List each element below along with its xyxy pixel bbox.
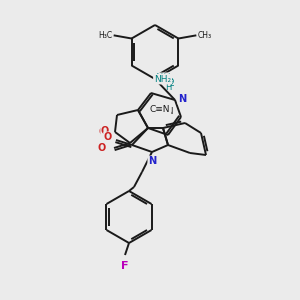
- Text: O: O: [101, 126, 109, 136]
- Text: NH₂: NH₂: [154, 74, 171, 83]
- Text: C≡N: C≡N: [153, 107, 173, 116]
- Text: O: O: [98, 143, 106, 153]
- Text: N: N: [178, 94, 186, 104]
- Text: F: F: [121, 261, 129, 271]
- Text: NH: NH: [156, 73, 171, 83]
- Text: N: N: [148, 156, 156, 166]
- Text: O: O: [104, 132, 112, 142]
- Text: H: H: [165, 83, 171, 92]
- Text: H₃C: H₃C: [98, 31, 112, 40]
- Text: O: O: [104, 132, 112, 142]
- Text: O: O: [99, 127, 107, 137]
- Text: C≡N: C≡N: [150, 104, 170, 113]
- Text: CH₃: CH₃: [197, 31, 212, 40]
- Text: NH₂: NH₂: [155, 74, 174, 84]
- Text: 2: 2: [170, 79, 175, 88]
- Text: N: N: [148, 156, 156, 166]
- Text: N: N: [178, 94, 186, 104]
